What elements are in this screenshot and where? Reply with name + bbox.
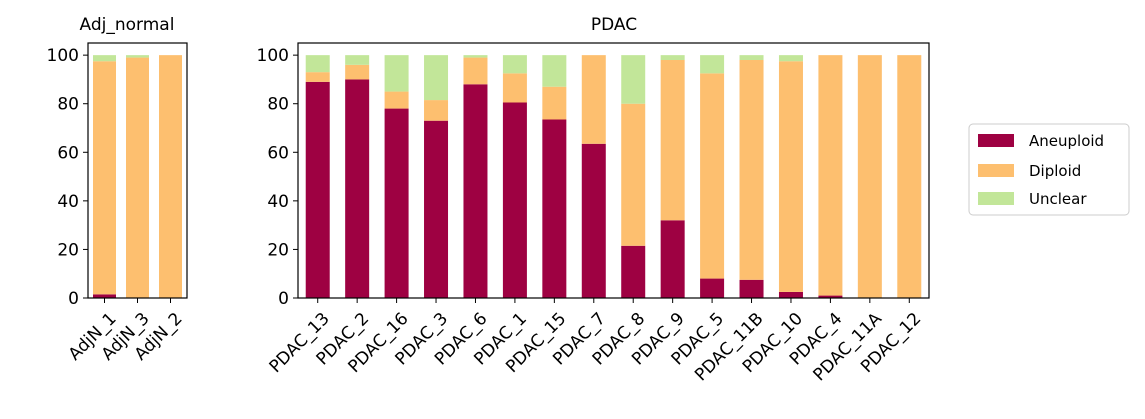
y-tick-label: 60 [57, 143, 79, 163]
bar-pdac-15-unclear [542, 55, 567, 87]
bar-pdac-1-diploid [502, 73, 527, 103]
bar-pdac-9-unclear [660, 55, 685, 60]
axes-frame [297, 42, 930, 299]
legend-label-unclear: Unclear [1029, 190, 1087, 208]
legend-swatch-diploid [978, 164, 1014, 177]
bar-pdac-1-unclear [502, 55, 527, 74]
legend-label-diploid: Diploid [1029, 162, 1081, 180]
bar-pdac-3-diploid [424, 100, 449, 121]
bar-pdac-2-diploid [345, 64, 370, 80]
bar-pdac-11b-aneuploid [739, 279, 764, 298]
bar-pdac-5-aneuploid [700, 278, 725, 298]
bar-pdac-13-unclear [305, 55, 330, 73]
bar-pdac-9-aneuploid [660, 220, 685, 298]
bar-pdac-6-diploid [463, 57, 488, 85]
bar-pdac-11a-diploid [857, 55, 882, 298]
bar-pdac-10-aneuploid [778, 291, 803, 298]
bar-pdac-8-aneuploid [621, 245, 646, 298]
y-tick-label: 0 [68, 289, 79, 309]
bar-adjn-1-diploid [93, 61, 116, 295]
bar-pdac-16-unclear [384, 55, 409, 92]
y-tick-label: 20 [57, 240, 79, 260]
bar-pdac-7-aneuploid [581, 143, 606, 298]
bar-pdac-16-aneuploid [384, 108, 409, 298]
bar-pdac-4-aneuploid [818, 295, 843, 298]
bar-pdac-11b-unclear [739, 55, 764, 60]
bar-pdac-1-aneuploid [502, 102, 527, 298]
bar-pdac-15-aneuploid [542, 119, 567, 298]
bar-pdac-7-diploid [581, 55, 606, 144]
legend: Aneuploid Diploid Unclear [968, 123, 1130, 216]
panel-pdac: PDAC_13PDAC_2PDAC_16PDAC_3PDAC_6PDAC_1PD… [257, 42, 930, 385]
bar-pdac-8-diploid [621, 103, 646, 246]
y-tick-label: 20 [267, 240, 289, 260]
bar-pdac-16-diploid [384, 91, 409, 109]
bar-pdac-11b-diploid [739, 60, 764, 280]
bar-pdac-10-diploid [778, 61, 803, 292]
bar-adjn-3-diploid [126, 57, 149, 298]
bar-adjn-2-diploid [159, 55, 182, 298]
bar-pdac-2-unclear [345, 55, 370, 65]
bar-pdac-5-unclear [700, 55, 725, 74]
y-tick-label: 60 [267, 143, 289, 163]
bar-pdac-10-unclear [778, 55, 803, 62]
bar-pdac-6-aneuploid [463, 84, 488, 298]
bar-pdac-3-unclear [424, 55, 449, 101]
bar-pdac-4-diploid [818, 55, 843, 296]
bar-pdac-3-aneuploid [424, 120, 449, 299]
bar-pdac-13-aneuploid [305, 81, 330, 298]
y-tick-label: 0 [278, 289, 289, 309]
panel-title-pdac: PDAC [591, 15, 637, 35]
bar-pdac-15-diploid [542, 86, 567, 120]
bar-pdac-5-diploid [700, 73, 725, 279]
bar-pdac-13-diploid [305, 72, 330, 82]
y-tick-label: 80 [267, 95, 289, 115]
y-tick-label: 40 [267, 192, 289, 212]
legend-label-aneuploid: Aneuploid [1029, 132, 1104, 150]
bar-adjn-3-unclear [126, 55, 149, 58]
bar-pdac-2-aneuploid [345, 79, 370, 299]
bar-adjn-1-unclear [93, 55, 116, 62]
y-tick-label: 40 [57, 192, 79, 212]
bar-pdac-9-diploid [660, 60, 685, 221]
y-tick-label: 100 [47, 46, 79, 66]
y-tick-label: 80 [57, 95, 79, 115]
legend-swatch-aneuploid [978, 134, 1014, 147]
legend-swatch-unclear [978, 192, 1014, 205]
bar-adjn-1-aneuploid [93, 294, 116, 298]
bar-pdac-12-diploid [897, 55, 922, 298]
bar-pdac-8-unclear [621, 55, 646, 104]
panel-title-adj-normal: Adj_normal [80, 15, 175, 35]
bar-pdac-6-unclear [463, 55, 488, 58]
axes-frame [87, 42, 188, 299]
y-tick-label: 100 [257, 46, 289, 66]
